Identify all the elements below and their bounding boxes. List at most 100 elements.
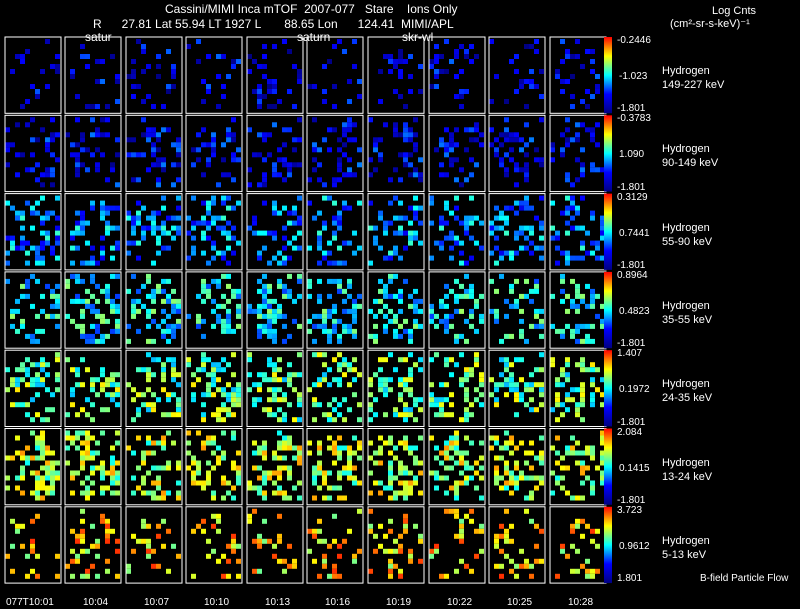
heatmap-pixel xyxy=(231,435,236,441)
heatmap-pixel xyxy=(166,245,171,251)
heatmap-pixel xyxy=(262,172,267,178)
heatmap-pixel xyxy=(403,152,408,158)
colorbar-min-label: -1.801 xyxy=(617,416,646,428)
heatmap-pixel xyxy=(575,402,580,408)
heatmap-pixel xyxy=(282,412,287,418)
heatmap-pixel xyxy=(262,283,267,289)
heatmap-pixel xyxy=(585,338,590,344)
heatmap-pixel xyxy=(126,568,131,574)
heatmap-pixel xyxy=(595,313,600,319)
heatmap-pixel xyxy=(75,152,80,158)
heatmap-pixel xyxy=(50,167,55,173)
heatmap-pixel xyxy=(550,142,555,148)
heatmap-pixel xyxy=(388,485,393,491)
heatmap-pixel xyxy=(45,362,50,368)
heatmap-pixel xyxy=(499,273,504,279)
heatmap-pixel xyxy=(590,132,595,138)
heatmap-pixel xyxy=(439,245,444,251)
species-label: Hydrogen xyxy=(662,456,710,469)
image-frame xyxy=(488,114,546,193)
heatmap-pixel xyxy=(216,182,221,188)
heatmap-pixel xyxy=(474,485,479,491)
heatmap-pixel xyxy=(332,84,337,89)
heatmap-pixel xyxy=(272,387,277,393)
heatmap-pixel xyxy=(146,278,151,284)
heatmap-pixel xyxy=(35,573,40,579)
heatmap-pixel xyxy=(580,245,585,251)
heatmap-pixel xyxy=(287,127,292,133)
heatmap-pixel xyxy=(80,225,85,231)
heatmap-pixel xyxy=(75,210,80,216)
heatmap-pixel xyxy=(55,230,60,236)
heatmap-pixel xyxy=(277,283,282,289)
heatmap-pixel xyxy=(524,177,529,183)
heatmap-pixel xyxy=(95,543,100,549)
heatmap-pixel xyxy=(272,84,277,89)
heatmap-pixel xyxy=(585,49,590,54)
units-label: (cm²-sr-s-keV)⁻¹ xyxy=(670,18,750,30)
heatmap-pixel xyxy=(100,518,105,524)
heatmap-pixel xyxy=(368,308,373,314)
heatmap-pixel xyxy=(272,553,277,559)
heatmap-pixel xyxy=(131,240,136,246)
heatmap-pixel xyxy=(352,137,357,143)
heatmap-pixel xyxy=(413,147,418,153)
heatmap-pixel xyxy=(257,132,262,138)
heatmap-pixel xyxy=(80,465,85,471)
heatmap-pixel xyxy=(171,367,176,373)
heatmap-pixel xyxy=(317,538,322,544)
heatmap-pixel xyxy=(504,152,509,158)
heatmap-pixel xyxy=(161,372,166,378)
heatmap-pixel xyxy=(10,69,15,74)
heatmap-pixel xyxy=(35,392,40,398)
heatmap-pixel xyxy=(206,372,211,378)
heatmap-pixel xyxy=(35,313,40,319)
heatmap-pixel xyxy=(322,308,327,314)
heatmap-pixel xyxy=(226,480,231,486)
heatmap-pixel xyxy=(504,132,509,138)
heatmap-pixel xyxy=(489,142,494,148)
heatmap-pixel xyxy=(211,278,216,284)
heatmap-pixel xyxy=(267,362,272,368)
heatmap-pixel xyxy=(590,445,595,451)
heatmap-pixel xyxy=(110,392,115,398)
heatmap-pixel xyxy=(30,152,35,158)
heatmap-pixel xyxy=(90,563,95,569)
heatmap-pixel xyxy=(70,142,75,148)
heatmap-pixel xyxy=(35,162,40,168)
heatmap-pixel xyxy=(136,200,141,206)
heatmap-pixel xyxy=(373,372,378,378)
heatmap-pixel xyxy=(357,402,362,408)
heatmap-pixel xyxy=(388,177,393,183)
heatmap-pixel xyxy=(398,397,403,403)
heatmap-pixel xyxy=(494,225,499,231)
heatmap-pixel xyxy=(156,250,161,256)
heatmap-pixel xyxy=(297,293,302,299)
heatmap-pixel xyxy=(464,54,469,59)
heatmap-pixel xyxy=(30,417,35,423)
heatmap-pixel xyxy=(383,377,388,383)
heatmap-pixel xyxy=(247,182,252,188)
heatmap-pixel xyxy=(297,137,302,143)
heatmap-pixel xyxy=(383,303,388,309)
heatmap-pixel xyxy=(332,44,337,49)
heatmap-pixel xyxy=(332,450,337,456)
heatmap-pixel xyxy=(327,495,332,501)
heatmap-pixel xyxy=(95,313,100,319)
heatmap-pixel xyxy=(529,382,534,388)
heatmap-pixel xyxy=(347,117,352,123)
heatmap-pixel xyxy=(252,450,257,456)
heatmap-pixel xyxy=(85,430,90,436)
heatmap-pixel xyxy=(534,323,539,329)
heatmap-pixel xyxy=(368,225,373,231)
heatmap-pixel xyxy=(161,445,166,451)
heatmap-pixel xyxy=(575,255,580,261)
heatmap-pixel xyxy=(80,220,85,226)
heatmap-pixel xyxy=(509,303,514,309)
heatmap-pixel xyxy=(408,490,413,496)
heatmap-pixel xyxy=(282,293,287,299)
heatmap-pixel xyxy=(105,283,110,289)
heatmap-pixel xyxy=(332,460,337,466)
heatmap-pixel xyxy=(70,392,75,398)
heatmap-pixel xyxy=(327,445,332,451)
